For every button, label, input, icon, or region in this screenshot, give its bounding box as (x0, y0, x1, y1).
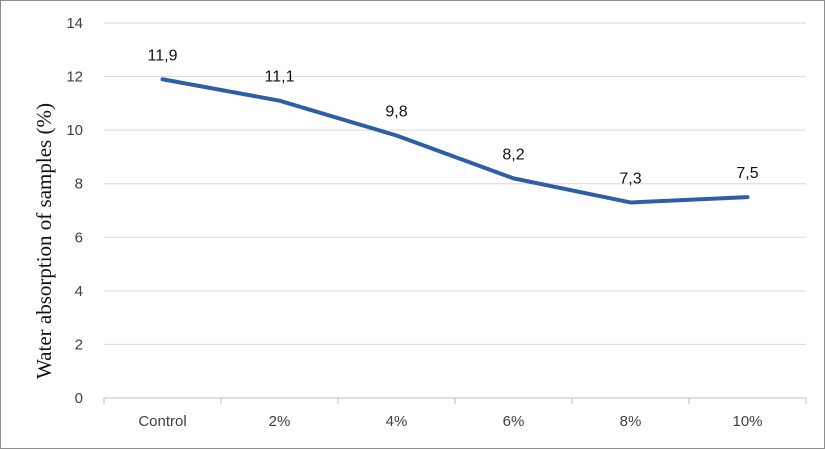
y-tick-label: 0 (75, 390, 83, 407)
x-tick-labels: Control 2% 4% 6% 8% 10% (138, 413, 762, 430)
x-tick-label: 6% (503, 413, 525, 430)
y-tick-label: 10 (66, 122, 83, 139)
data-label: 7,5 (736, 165, 758, 182)
data-label: 7,3 (619, 170, 641, 187)
x-tick-label: 8% (620, 413, 642, 430)
series-line (160, 77, 750, 205)
y-tick-label: 2 (75, 336, 83, 353)
x-tick-label: 4% (386, 413, 408, 430)
x-tick-label: 2% (269, 413, 291, 430)
y-tick-label: 4 (75, 283, 83, 300)
data-label: 9,8 (385, 104, 407, 121)
y-tick-label: 14 (66, 15, 83, 32)
y-tick-label: 8 (75, 176, 83, 193)
gridlines (104, 22, 806, 345)
y-tick-label: 6 (75, 229, 83, 246)
data-labels: 11,9 11,1 9,8 8,2 7,3 7,5 (148, 47, 759, 187)
y-tick-labels: 0 2 4 6 8 10 12 14 (66, 15, 83, 407)
y-axis-title: Water absorption of samples (%) (32, 103, 56, 379)
x-tick-label: 10% (732, 413, 762, 430)
y-tick-label: 12 (66, 69, 83, 86)
x-axis (103, 397, 807, 404)
data-label: 11,1 (265, 69, 295, 86)
data-label: 11,9 (148, 47, 178, 64)
data-label: 8,2 (502, 146, 524, 163)
x-tick-label: Control (138, 413, 186, 430)
